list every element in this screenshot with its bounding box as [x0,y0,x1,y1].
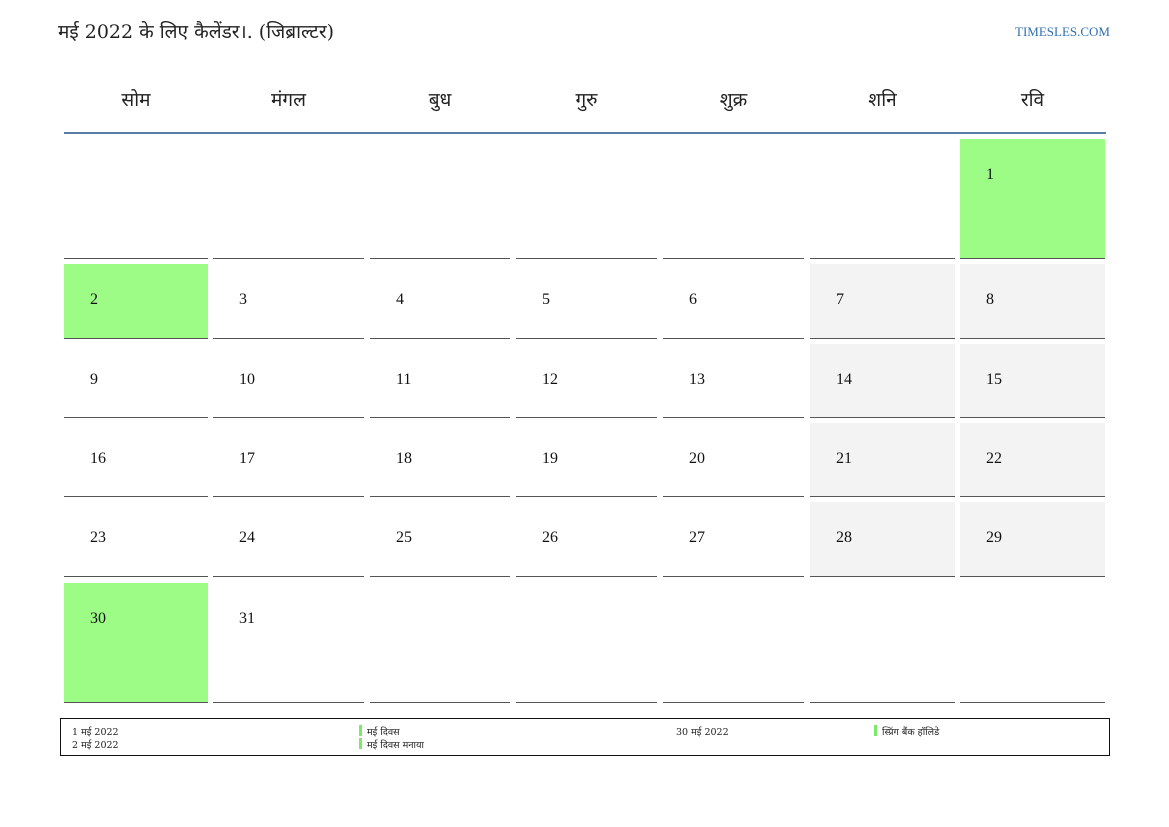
legend-marker-3 [874,725,877,736]
day-cell-8[interactable]: 8 [960,264,1105,339]
day-number: 6 [689,291,697,308]
legend-date-2: 2 मई 2022 [72,740,119,751]
day-number: 5 [542,291,550,308]
day-number: 16 [90,450,106,467]
legend-name-2: मई दिवस मनाया [367,740,424,751]
day-number: 13 [689,371,705,388]
day-cell-10[interactable]: 10 [213,344,364,418]
day-cell-7[interactable]: 7 [810,264,955,339]
legend-date-1: 1 मई 2022 [72,727,119,738]
day-cell-18[interactable]: 18 [370,423,510,497]
day-number: 18 [396,450,412,467]
day-cell-30[interactable]: 30 [64,583,208,703]
empty-cell [663,139,804,259]
day-number: 21 [836,450,852,467]
day-cell-15[interactable]: 15 [960,344,1105,418]
day-cell-24[interactable]: 24 [213,502,364,577]
day-cell-11[interactable]: 11 [370,344,510,418]
day-number: 7 [836,291,844,308]
day-number: 15 [986,371,1002,388]
day-cell-12[interactable]: 12 [516,344,657,418]
day-cell-23[interactable]: 23 [64,502,208,577]
day-number: 30 [90,610,106,627]
day-number: 12 [542,371,558,388]
day-number: 17 [239,450,255,467]
day-cell-16[interactable]: 16 [64,423,208,497]
weekday-2: मंगल [271,89,306,111]
weekday-1: सोम [121,89,151,111]
day-number: 10 [239,371,255,388]
empty-cell [663,583,804,703]
empty-cell [810,139,955,259]
day-number: 26 [542,529,558,546]
day-number: 19 [542,450,558,467]
legend-marker-2 [359,738,362,749]
day-cell-13[interactable]: 13 [663,344,804,418]
day-number: 4 [396,291,404,308]
legend-name-3: स्प्रिंग बैंक हॉलिडे [882,727,940,738]
empty-cell [960,583,1105,703]
day-number: 14 [836,371,852,388]
empty-cell [64,139,208,259]
empty-cell [810,583,955,703]
day-number: 27 [689,529,705,546]
day-number: 1 [986,166,994,183]
day-number: 25 [396,529,412,546]
day-number: 29 [986,529,1002,546]
day-cell-6[interactable]: 6 [663,264,804,339]
day-cell-1[interactable]: 1 [960,139,1105,259]
empty-cell [370,139,510,259]
day-cell-28[interactable]: 28 [810,502,955,577]
weekday-7: रवि [1020,89,1045,111]
day-number: 8 [986,291,994,308]
day-cell-22[interactable]: 22 [960,423,1105,497]
day-cell-17[interactable]: 17 [213,423,364,497]
day-cell-20[interactable]: 20 [663,423,804,497]
empty-cell [516,583,657,703]
weekday-5: शुक्र [719,89,748,111]
weekday-header-row: सोम मंगल बुध गुरु शुक्र शनि रवि [64,82,1106,134]
page-title: मई 2022 के लिए कैलेंडर।. (जिब्राल्टर) [58,21,335,43]
holiday-legend: 1 मई 2022 2 मई 2022 मई दिवस मई दिवस मनाय… [60,718,1110,756]
day-number: 28 [836,529,852,546]
legend-name-1: मई दिवस [367,727,400,738]
day-number: 2 [90,291,98,308]
day-cell-3[interactable]: 3 [213,264,364,339]
day-number: 3 [239,291,247,308]
day-cell-25[interactable]: 25 [370,502,510,577]
day-cell-5[interactable]: 5 [516,264,657,339]
day-number: 20 [689,450,705,467]
day-number: 23 [90,529,106,546]
day-cell-9[interactable]: 9 [64,344,208,418]
empty-cell [213,139,364,259]
day-cell-2[interactable]: 2 [64,264,208,339]
day-cell-14[interactable]: 14 [810,344,955,418]
day-cell-21[interactable]: 21 [810,423,955,497]
legend-date-3: 30 मई 2022 [676,727,729,738]
day-number: 31 [239,610,255,627]
weekday-6: शनि [868,89,897,111]
weekday-4: गुरु [575,89,598,111]
day-cell-4[interactable]: 4 [370,264,510,339]
day-number: 22 [986,450,1002,467]
site-link[interactable]: TIMESLES.COM [1015,24,1110,39]
day-cell-29[interactable]: 29 [960,502,1105,577]
day-number: 24 [239,529,255,546]
legend-marker-1 [359,725,362,736]
day-cell-31[interactable]: 31 [213,583,364,703]
weekday-3: बुध [428,89,452,111]
empty-cell [370,583,510,703]
day-number: 9 [90,371,98,388]
day-cell-19[interactable]: 19 [516,423,657,497]
empty-cell [516,139,657,259]
day-cell-26[interactable]: 26 [516,502,657,577]
day-cell-27[interactable]: 27 [663,502,804,577]
day-number: 11 [396,371,412,388]
